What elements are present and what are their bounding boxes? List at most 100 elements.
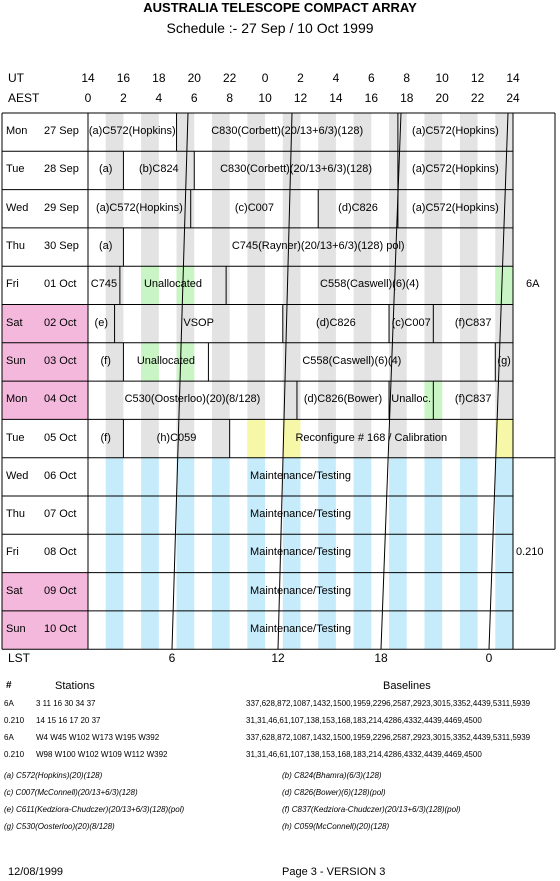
hour-stripe — [353, 227, 372, 267]
hour-stripe — [459, 304, 478, 343]
hour-stripe — [459, 572, 478, 611]
schedule-subtitle: Schedule :- 27 Sep / 10 Oct 1999 — [166, 20, 374, 36]
aest-tick-label: 18 — [400, 91, 414, 105]
hour-stripe — [176, 610, 195, 650]
ut-tick-label: 0 — [261, 71, 269, 85]
ut-tick-label: 22 — [222, 71, 237, 85]
hour-stripe — [353, 381, 372, 420]
ut-tick-label: 10 — [435, 71, 449, 85]
lst-tick-label: 18 — [374, 651, 388, 665]
hour-stripe — [459, 342, 478, 382]
hour-stripe — [353, 419, 372, 458]
hour-stripe — [105, 457, 124, 496]
ut-axis-label: UT — [8, 71, 24, 85]
hour-stripe — [141, 610, 159, 650]
hour-stripe — [495, 151, 513, 190]
day-name: Mon — [6, 125, 28, 138]
hour-stripe — [105, 342, 124, 382]
footnote: (c) C007(McConnell)(20/13+6/3)(128) — [4, 788, 138, 797]
hour-stripe — [211, 342, 230, 382]
ut-tick-label: 20 — [187, 71, 201, 85]
schedule-block-label: Unallocated — [143, 278, 203, 291]
schedule-block-label: (a)C572(Hopkins) — [412, 125, 499, 138]
hour-stripe — [105, 227, 124, 267]
hour-stripe — [176, 572, 195, 611]
hour-stripe — [318, 572, 336, 611]
stations-row-baselines: 31,31,46,61,107,138,153,168,183,214,4286… — [246, 716, 482, 725]
hour-stripe — [353, 189, 372, 228]
hour-stripe — [247, 381, 266, 420]
hour-stripe — [282, 227, 301, 267]
hour-stripe — [105, 381, 124, 420]
hour-stripe — [318, 381, 336, 420]
day-name: Tue — [6, 163, 25, 176]
hour-stripe — [247, 496, 266, 535]
hour-stripe — [176, 381, 195, 420]
hour-stripe — [105, 534, 124, 573]
day-name: Wed — [6, 469, 29, 482]
schedule-block-label: C745(Rayner)(20/13+6/3)(128) pol) — [231, 240, 405, 253]
hour-stripe — [247, 113, 266, 152]
hour-stripe — [389, 496, 407, 535]
hour-stripe — [459, 227, 478, 267]
hour-stripe — [282, 457, 301, 496]
day-name: Fri — [6, 546, 19, 559]
day-date: 04 Oct — [44, 393, 77, 406]
hour-stripe — [389, 457, 407, 496]
hour-stripe — [105, 113, 124, 152]
day-date: 30 Sep — [44, 240, 79, 253]
hour-stripe — [389, 227, 407, 267]
schedule-block-label: (a) — [98, 163, 113, 176]
page-title: AUSTRALIA TELESCOPE COMPACT ARRAY — [143, 0, 417, 15]
schedule-block-label: (d)C826 — [338, 201, 378, 214]
day-name: Wed — [6, 201, 29, 214]
stations-row-baselines: 337,628,872,1087,1432,1500,1959,2296,258… — [246, 699, 531, 708]
config-label-top: 6A — [526, 278, 540, 291]
baselines-header: Baselines — [383, 680, 431, 692]
schedule-block-label: C558(Caswell)(6)(4) — [302, 354, 402, 367]
aest-tick-label: 10 — [258, 91, 272, 105]
lst-tick-label: 12 — [271, 651, 285, 665]
day-date: 09 Oct — [44, 584, 77, 597]
lst-tick-label: 6 — [168, 651, 176, 665]
hour-stripe — [282, 381, 301, 420]
stations-row-stations: 3 11 16 30 34 37 — [36, 699, 96, 708]
ut-tick-label: 18 — [152, 71, 166, 85]
ut-tick-label: 14 — [506, 71, 520, 85]
ut-tick-label: 12 — [470, 71, 485, 85]
hour-stripe — [495, 610, 513, 650]
stations-row-cfg: 0.210 — [4, 716, 25, 725]
hour-stripe — [105, 266, 124, 305]
hour-stripe — [176, 113, 195, 152]
schedule-grid — [1, 112, 556, 650]
ut-tick-label: 16 — [116, 71, 131, 85]
hour-stripe — [282, 534, 301, 573]
day-name: Thu — [6, 508, 25, 521]
hour-stripe — [459, 113, 478, 152]
schedule-block-label: VSOP — [183, 316, 214, 329]
hour-stripe — [459, 381, 478, 420]
hour-stripe — [495, 381, 513, 420]
day-name: Sat — [6, 584, 23, 597]
schedule-block-label: (f) — [100, 431, 111, 444]
hour-stripe — [247, 457, 266, 496]
hour-stripe — [141, 496, 159, 535]
hour-stripe — [495, 227, 513, 267]
hour-stripe — [141, 227, 159, 267]
hour-stripe — [211, 457, 230, 496]
hour-stripe — [211, 113, 230, 152]
hour-stripe — [211, 496, 230, 535]
hour-stripe — [176, 457, 195, 496]
day-name: Sun — [6, 623, 26, 636]
day-date: 29 Sep — [44, 201, 79, 214]
hour-stripe — [176, 227, 195, 267]
hour-stripe — [318, 304, 336, 343]
schedule-block-label: (a)C572(Hopkins) — [412, 201, 499, 214]
stations-row-stations: W98 W100 W102 W109 W112 W392 — [36, 750, 168, 759]
schedule-block-label: (h)C059 — [156, 431, 197, 444]
footer-page: Page 3 - VERSION 3 — [282, 866, 386, 878]
hour-stripe — [211, 189, 230, 228]
hour-stripe — [247, 227, 266, 267]
hour-stripe — [389, 419, 407, 458]
highlight-band — [247, 419, 266, 458]
